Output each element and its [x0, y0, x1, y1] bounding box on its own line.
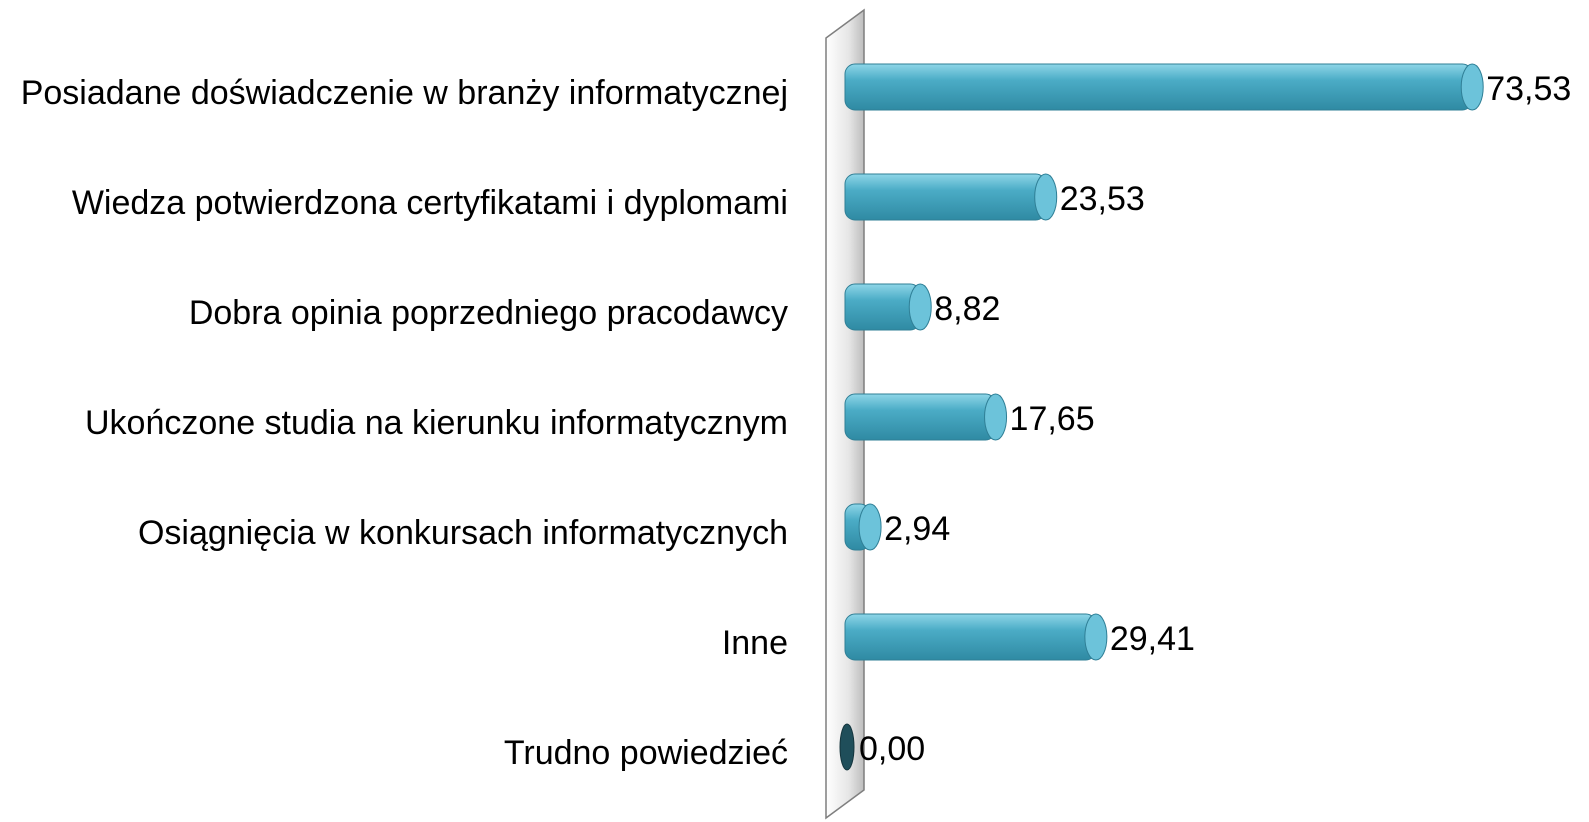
- bar-cap: [1034, 173, 1058, 221]
- bar-cap: [1460, 63, 1484, 111]
- bar: [844, 63, 1473, 111]
- bar: [844, 393, 997, 441]
- category-label: Trudno powiedzieć: [504, 734, 788, 772]
- bar-cap: [984, 393, 1008, 441]
- bar: [839, 723, 855, 771]
- category-label: Inne: [722, 624, 788, 662]
- plot-area: Posiadane doświadczenie w branży informa…: [21, 63, 1571, 772]
- category-label: Posiadane doświadczenie w branży informa…: [21, 74, 788, 112]
- category-label: Osiągnięcia w konkursach informatycznych: [138, 514, 788, 552]
- bar-cap: [908, 283, 932, 331]
- category-label: Wiedza potwierdzona certyfikatami i dypl…: [72, 184, 788, 222]
- value-label: 8,82: [934, 290, 1000, 328]
- bar-cap: [1084, 613, 1108, 661]
- value-label: 2,94: [884, 510, 950, 548]
- bar: [844, 613, 1097, 661]
- value-label: 17,65: [1010, 400, 1095, 438]
- value-label: 0,00: [859, 730, 925, 768]
- category-label: Dobra opinia poprzedniego pracodawcy: [189, 294, 788, 332]
- bar-cap: [858, 503, 882, 551]
- category-label: Ukończone studia na kierunku informatycz…: [85, 404, 788, 442]
- value-label: 23,53: [1060, 180, 1145, 218]
- bar: [844, 173, 1047, 221]
- value-label: 73,53: [1486, 70, 1571, 108]
- value-label: 29,41: [1110, 620, 1195, 658]
